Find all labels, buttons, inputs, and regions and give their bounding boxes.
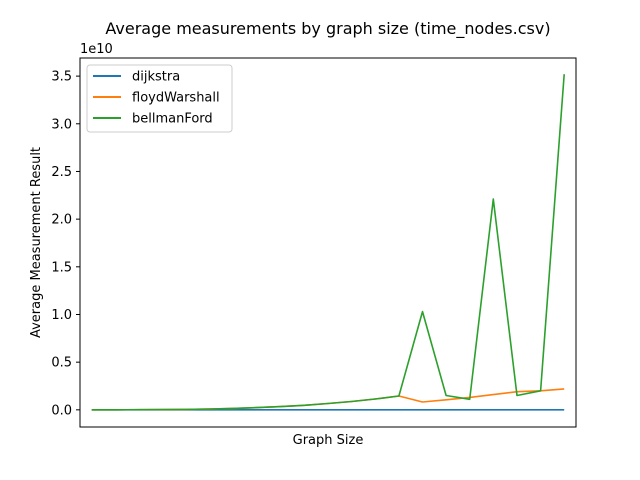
- y-tick-label: 1.5: [51, 260, 72, 275]
- plot-series: [91, 74, 565, 411]
- y-axis-ticks: 0.0 0.5 1.0 1.5 2.0 2.5 3.0 3.5: [51, 70, 80, 418]
- series-line-bellmanFord: [91, 74, 565, 411]
- series-line-floydWarshall: [91, 388, 565, 411]
- y-tick-label: 2.0: [51, 213, 72, 228]
- legend-label-bellmanFord: bellmanFord: [132, 112, 213, 127]
- y-tick-label: 0.5: [51, 356, 72, 371]
- legend-label-floydWarshall: floydWarshall: [132, 91, 220, 106]
- legend-box: [86, 64, 233, 133]
- y-tick-label: 2.5: [51, 165, 72, 180]
- y-tick-label: 3.5: [51, 70, 72, 85]
- x-axis-label: Graph Size: [293, 433, 364, 448]
- plot-area-frame: [79, 57, 577, 428]
- y-axis-label: Average Measurement Result: [29, 147, 44, 338]
- y-tick-label: 1.0: [51, 308, 72, 323]
- y-tick-label: 0.0: [51, 403, 72, 418]
- y-axis-offset-label: 1e10: [80, 42, 113, 57]
- y-tick-label: 3.0: [51, 117, 72, 132]
- legend-label-dijkstra: dijkstra: [132, 70, 180, 85]
- chart-title: Average measurements by graph size (time…: [105, 19, 550, 39]
- legend: dijkstra floydWarshall bellmanFord: [86, 64, 233, 133]
